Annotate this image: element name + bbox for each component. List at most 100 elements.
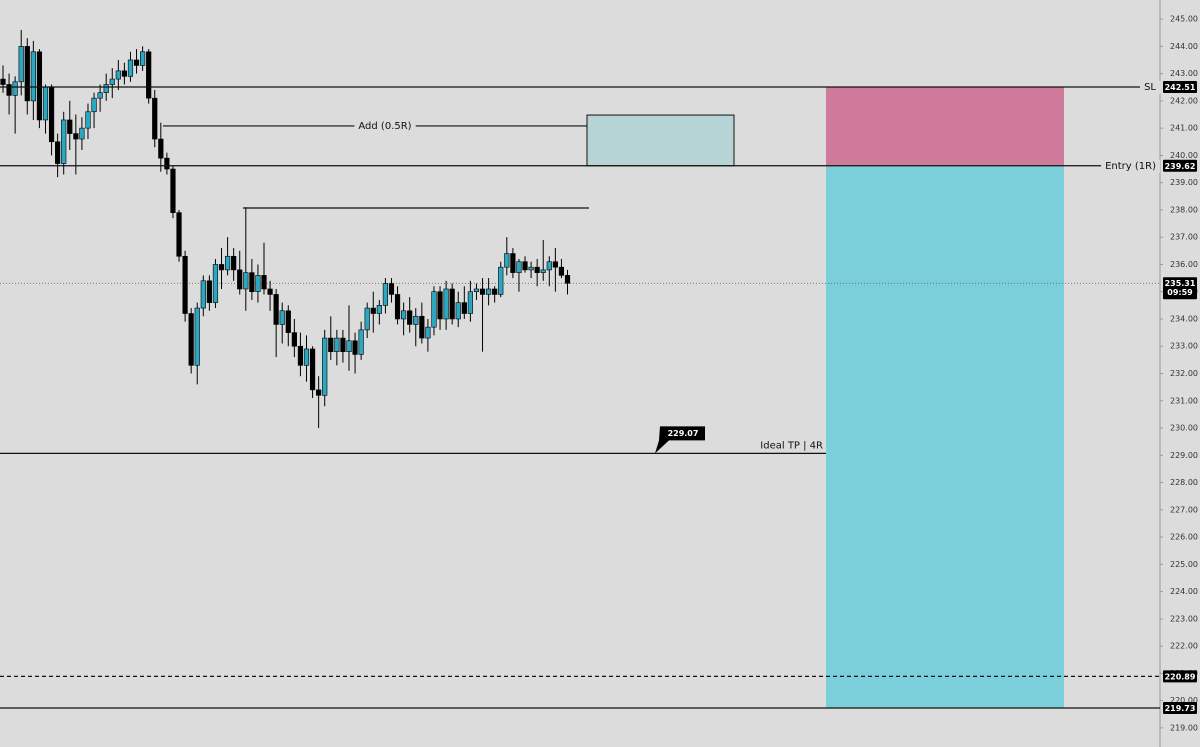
y-tick-label: 236.00 [1170,260,1198,269]
y-tick-label: 241.00 [1170,124,1198,133]
candle-body [534,266,540,273]
candle-body [273,294,279,325]
candle-body [546,261,552,271]
candle-body [224,255,231,271]
y-tick-label: 240.00 [1170,151,1198,160]
candle-body [212,264,219,303]
candle-body [334,337,340,352]
candle-body [492,288,498,295]
y-tick-label: 232.00 [1170,369,1198,378]
candle-body [322,337,328,396]
candle-body [498,266,504,295]
candle-body [12,81,18,96]
candle-body [115,70,121,80]
level-label: Ideal TP | 4R [760,440,823,451]
candle-body [401,310,407,320]
y-tick-label: 245.00 [1170,15,1198,24]
price-badge [1163,702,1197,715]
candle-body [146,51,152,99]
candle-body [200,280,206,309]
level-label: Entry (1R) [1105,161,1156,172]
y-tick-label: 228.00 [1170,478,1198,487]
y-tick-label: 238.00 [1170,205,1198,214]
candle-body [449,288,455,320]
candle-body [109,78,115,85]
candle-body [473,288,480,293]
candle-body [237,269,243,290]
candle-body [510,253,516,273]
candle-body [540,269,546,273]
candle-body [97,92,103,99]
candle-body [152,97,158,140]
candle-body [170,168,176,213]
candle-body [42,86,49,121]
candle-body [6,84,12,96]
candle-body [303,348,310,366]
candle-body [291,332,297,347]
candle-body [558,266,565,276]
candle-body [218,264,225,271]
candle-body [61,119,67,164]
level-label: SL [1144,82,1156,93]
y-tick-label: 222.00 [1170,642,1198,651]
candle-body [552,261,558,268]
candle-body [164,157,170,170]
candle-body [382,283,389,306]
candle-body [176,212,182,257]
y-tick-label: 229.00 [1170,451,1198,460]
candle-body [158,138,164,159]
candle-body [413,315,419,325]
candle-body [431,291,437,328]
candle-body [194,307,200,366]
y-tick-label: 230.00 [1170,424,1198,433]
price-badge [1163,670,1197,683]
level-label: Add (0.5R) [358,121,411,132]
y-tick-label: 223.00 [1170,614,1198,623]
label-bg [1140,80,1161,94]
candle-body [249,272,255,293]
candle-body [243,272,249,290]
candle-body [425,326,431,339]
candle-body [67,119,73,134]
candle-body [394,294,401,320]
y-tick-label: 220.00 [1170,696,1198,705]
candle-body [48,86,55,143]
price-badge [1163,159,1197,172]
candle-body [255,275,261,293]
candle-body [564,275,571,284]
callout-bg [655,426,705,454]
y-tick-label: 225.00 [1170,560,1198,569]
candle-body [18,46,24,83]
candle-body [419,315,425,339]
candle-body [467,291,473,314]
candle-body [36,51,43,121]
candle-body [364,307,370,331]
candle-body [55,141,61,164]
candle-body [346,340,352,352]
reward-zone [826,165,1064,709]
candle-body [103,84,109,93]
label-bg [1101,159,1161,173]
candle-body [437,291,443,320]
current-price-badge [1163,277,1197,300]
add-box [586,114,735,167]
candle-body [285,310,291,333]
candle-body [461,302,467,314]
y-tick-label: 224.00 [1170,587,1198,596]
candle-body [24,46,30,102]
price-badge-label: 242.51 [1165,83,1196,92]
candle-body [206,280,212,303]
label-bg [354,119,416,133]
candle-body [73,133,79,140]
candle-body [121,70,127,77]
price-badge [1163,80,1197,93]
candle-body [516,261,522,273]
candle-body [30,51,36,102]
price-badge-label: 220.89 [1165,672,1196,681]
candle-body [279,310,285,325]
y-tick-label: 234.00 [1170,314,1198,323]
candle-body [328,337,334,352]
y-tick-label: 244.00 [1170,42,1198,51]
candle-body [340,337,346,352]
